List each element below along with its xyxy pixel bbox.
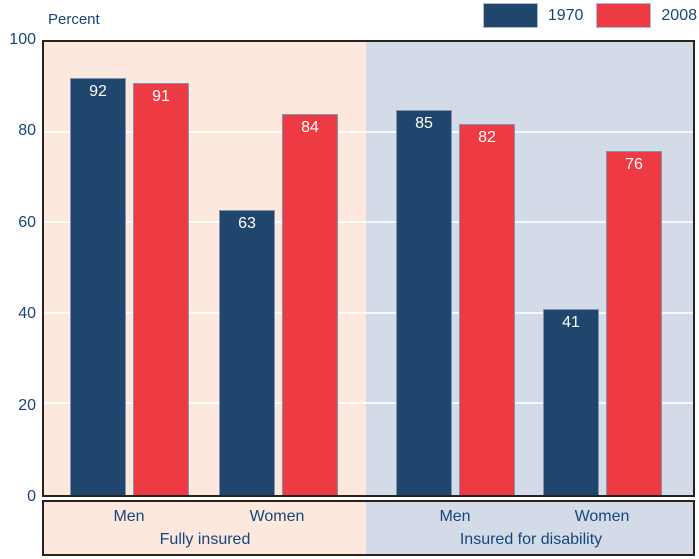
category-label-women-fully-insured: Women xyxy=(249,508,305,525)
bar-value-label: 84 xyxy=(301,119,319,137)
bar-2008-men-insured-for-disability: 82 xyxy=(459,123,515,495)
legend-item-2008: 2008 xyxy=(596,3,697,28)
bar-1970-women-fully-insured: 63 xyxy=(219,209,275,495)
bar-2008-women-fully-insured: 84 xyxy=(282,114,338,495)
gridline-20 xyxy=(44,402,693,405)
bar-value-label: 92 xyxy=(89,83,107,101)
y-tick-80: 80 xyxy=(18,122,36,140)
legend-label-2008: 2008 xyxy=(661,6,697,24)
bar-value-label: 91 xyxy=(152,87,170,105)
category-label-men-fully-insured: Men xyxy=(113,508,145,525)
y-tick-60: 60 xyxy=(18,213,36,231)
bar-value-label: 41 xyxy=(562,314,580,332)
group-label-fully-insured: Fully insured xyxy=(159,531,251,548)
bar-1970-men-insured-for-disability: 85 xyxy=(396,109,452,495)
bar-2008-women-insured-for-disability: 76 xyxy=(606,150,662,495)
y-tick-40: 40 xyxy=(18,305,36,323)
y-tick-100: 100 xyxy=(9,31,36,48)
label-background-fully-insured xyxy=(44,502,366,554)
x-axis-labels: Men Women Men Women Fully insured Insure… xyxy=(42,500,695,556)
bar-value-label: 85 xyxy=(415,114,433,132)
bar-value-label: 76 xyxy=(625,155,643,173)
category-label-women-insured-for-disability: Women xyxy=(574,508,630,525)
group-label-insured-for-disability: Insured for disability xyxy=(459,531,603,548)
gridline-40 xyxy=(44,311,693,314)
legend-swatch-2008 xyxy=(596,3,652,28)
y-tick-0: 0 xyxy=(27,488,36,505)
y-tick-20: 20 xyxy=(18,396,36,414)
legend: 1970 2008 xyxy=(482,3,697,28)
legend-swatch-1970 xyxy=(482,3,538,28)
bar-1970-women-insured-for-disability: 41 xyxy=(543,309,599,495)
bar-value-label: 63 xyxy=(238,214,256,232)
bar-1970-men-fully-insured: 92 xyxy=(70,78,126,495)
plot-area: 92 91 63 84 85 82 41 76 xyxy=(42,40,695,497)
category-label-men-insured-for-disability: Men xyxy=(439,508,471,525)
legend-item-1970: 1970 xyxy=(482,3,584,28)
y-axis-title: Percent xyxy=(48,11,100,28)
bar-2008-men-fully-insured: 91 xyxy=(133,82,189,495)
gridline-80 xyxy=(44,130,693,133)
gridline-60 xyxy=(44,221,693,224)
legend-label-1970: 1970 xyxy=(547,6,584,24)
bar-value-label: 82 xyxy=(478,128,496,146)
label-background-insured-for-disability xyxy=(366,502,693,554)
